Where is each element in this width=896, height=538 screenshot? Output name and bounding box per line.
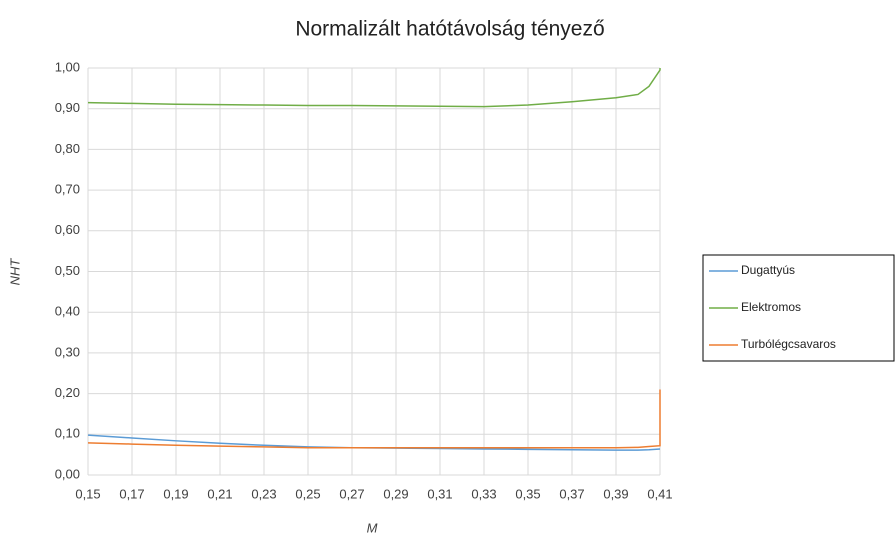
y-tick-label: 0,80 bbox=[55, 141, 80, 156]
x-tick-label: 0,41 bbox=[647, 486, 672, 501]
x-tick-label: 0,31 bbox=[427, 486, 452, 501]
series-line bbox=[87, 68, 661, 108]
x-tick-label: 0,39 bbox=[603, 486, 628, 501]
chart-title: Normalizált hatótávolság tényező bbox=[295, 18, 604, 41]
legend-label: Turbólégcsavaros bbox=[741, 337, 836, 351]
x-tick-label: 0,27 bbox=[339, 486, 364, 501]
x-tick-label: 0,19 bbox=[163, 486, 188, 501]
y-tick-label: 0,70 bbox=[55, 182, 80, 197]
x-tick-label: 0,21 bbox=[207, 486, 232, 501]
x-tick-label: 0,33 bbox=[471, 486, 496, 501]
series-line bbox=[87, 389, 661, 449]
y-tick-label: 1,00 bbox=[55, 59, 80, 74]
x-tick-label: 0,29 bbox=[383, 486, 408, 501]
x-tick-label: 0,25 bbox=[295, 486, 320, 501]
y-tick-label: 0,10 bbox=[55, 426, 80, 441]
x-tick-label: 0,23 bbox=[251, 486, 276, 501]
y-tick-label: 0,60 bbox=[55, 222, 80, 237]
x-tick-label: 0,15 bbox=[75, 486, 100, 501]
x-tick-label: 0,37 bbox=[559, 486, 584, 501]
x-axis-label: M bbox=[367, 520, 378, 535]
y-tick-label: 0,20 bbox=[55, 385, 80, 400]
x-tick-label: 0,35 bbox=[515, 486, 540, 501]
legend-label: Elektromos bbox=[741, 300, 801, 314]
y-tick-label: 0,30 bbox=[55, 344, 80, 359]
legend-label: Dugattyús bbox=[741, 263, 795, 277]
x-tick-label: 0,17 bbox=[119, 486, 144, 501]
y-tick-label: 0,00 bbox=[55, 466, 80, 481]
y-axis-label: NHT bbox=[7, 258, 22, 286]
y-tick-label: 0,40 bbox=[55, 304, 80, 319]
y-tick-label: 0,90 bbox=[55, 100, 80, 115]
y-tick-label: 0,50 bbox=[55, 263, 80, 278]
